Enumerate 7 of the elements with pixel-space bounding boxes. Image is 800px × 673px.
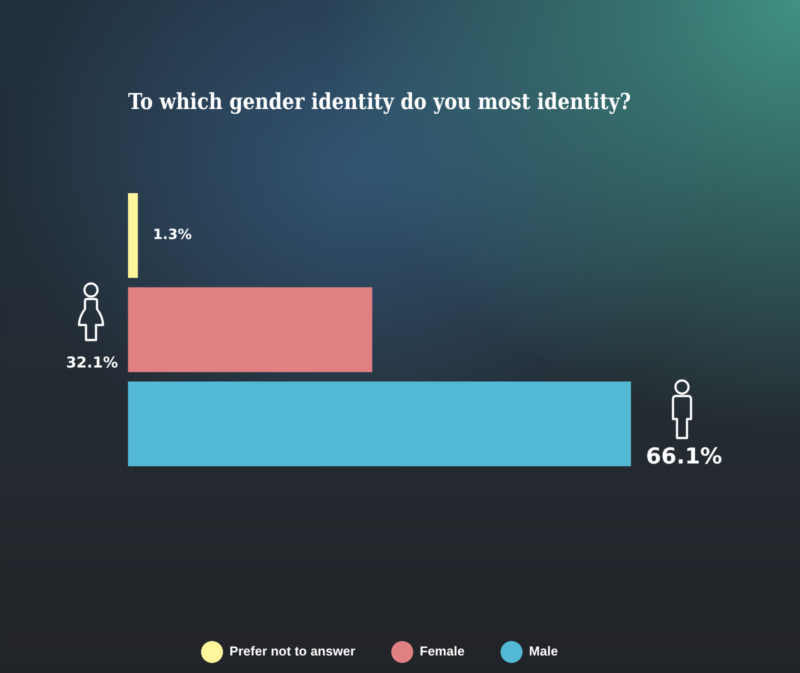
chart-title: To which gender identity do you most identity? — [128, 88, 631, 114]
legend-label: Prefer not to answer — [230, 644, 356, 659]
legend-label: Male — [529, 644, 558, 659]
legend-label: Female — [420, 644, 465, 659]
data-label: 32.1% — [66, 354, 118, 372]
data-label: 1.3% — [152, 227, 192, 244]
data-label: 66.1% — [646, 444, 722, 470]
